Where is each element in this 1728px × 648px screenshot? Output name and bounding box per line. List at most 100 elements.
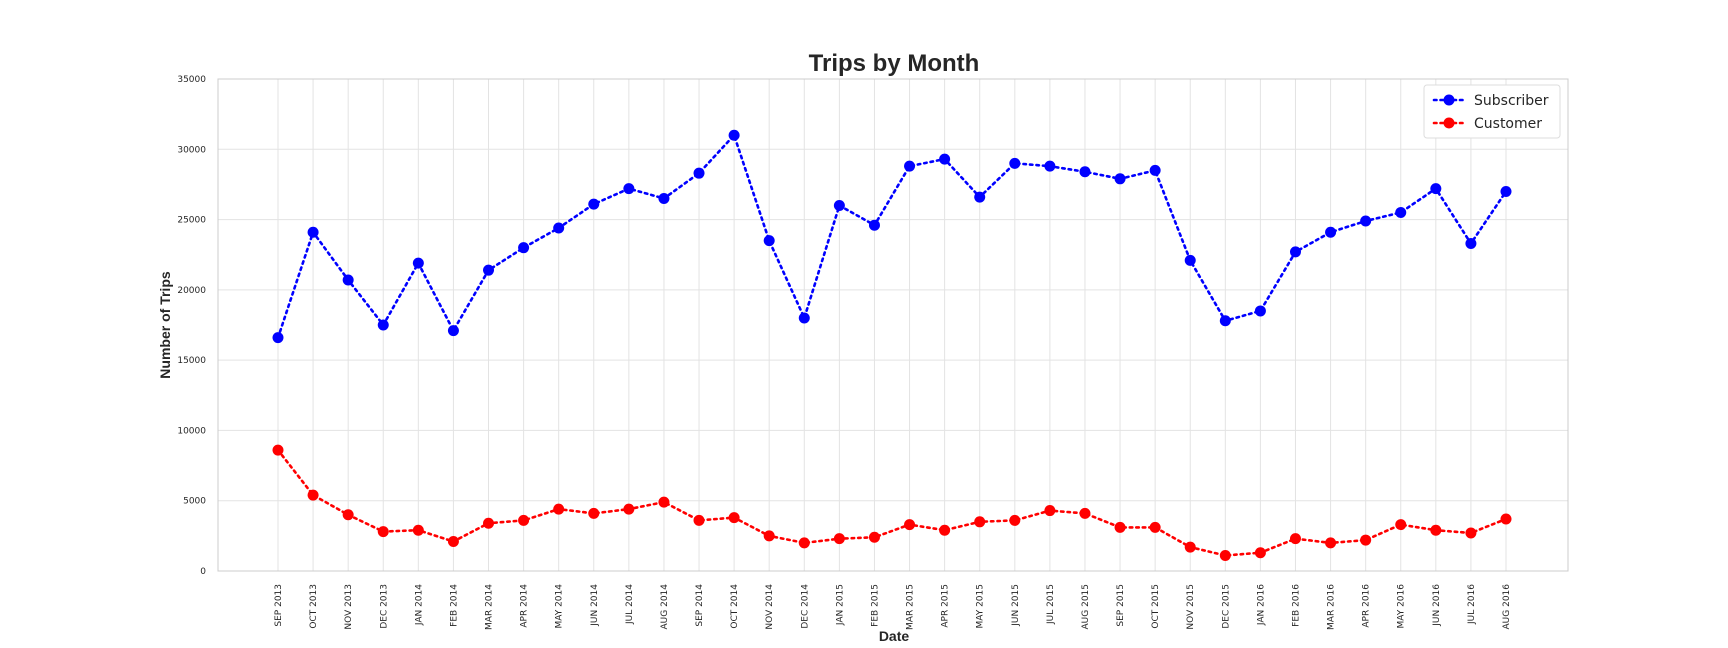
data-point [553, 503, 565, 515]
data-point [798, 312, 810, 324]
data-point [588, 198, 600, 210]
data-point [1079, 166, 1091, 178]
legend-box [1423, 84, 1561, 139]
data-point [728, 512, 740, 524]
x-tick-label: FEB 2015 [870, 584, 880, 627]
data-point [1044, 160, 1056, 172]
x-tick-label: AUG 2016 [1502, 584, 1512, 630]
data-point [728, 129, 740, 141]
y-tick-label: 5000 [183, 497, 206, 507]
data-point [974, 516, 986, 528]
legend-marker [1443, 94, 1455, 106]
data-point [1500, 513, 1512, 525]
data-point [1360, 215, 1372, 227]
data-point [447, 325, 459, 337]
x-tick-label: DEC 2014 [800, 584, 810, 629]
data-point [1289, 533, 1301, 545]
x-tick-label: OCT 2015 [1151, 584, 1161, 629]
data-point [483, 517, 495, 529]
x-tick-label: OCT 2013 [309, 584, 319, 629]
data-point [904, 519, 916, 531]
data-point [307, 489, 319, 501]
data-point [868, 531, 880, 543]
data-point [693, 514, 705, 526]
data-point [1465, 237, 1477, 249]
legend-entry: Customer [1432, 116, 1542, 132]
x-tick-label: NOV 2015 [1186, 584, 1196, 630]
x-tick-label: JAN 2014 [414, 584, 424, 626]
data-point [307, 226, 319, 238]
y-tick-label: 20000 [177, 286, 206, 296]
plot-frame [217, 78, 1569, 572]
data-point [518, 514, 530, 526]
legend-label: Customer [1474, 116, 1542, 132]
chart-title: Trips by Month [809, 50, 980, 77]
series-line [276, 132, 1508, 340]
x-tick-label: DEC 2013 [379, 584, 389, 629]
x-tick-label: APR 2015 [941, 584, 951, 628]
x-tick-label: SEP 2014 [695, 584, 705, 627]
x-tick-label: MAR 2015 [906, 584, 916, 630]
x-tick-label: MAR 2016 [1327, 584, 1337, 630]
x-tick-label: AUG 2015 [1081, 584, 1091, 629]
x-tick-label: JUN 2014 [590, 584, 600, 627]
x-tick-label: MAY 2015 [976, 584, 986, 629]
data-point [1044, 505, 1056, 517]
data-point [1430, 183, 1442, 195]
x-tick-label: SEP 2013 [274, 584, 284, 627]
y-tick-label: 30000 [177, 145, 206, 155]
legend-label: Subscriber [1474, 93, 1549, 109]
y-axis-label: Number of Trips [157, 271, 173, 379]
data-point [1184, 541, 1196, 553]
data-point [798, 537, 810, 549]
x-tick-label: SEP 2015 [1116, 584, 1126, 627]
data-point [483, 264, 495, 276]
x-tick-label: NOV 2013 [344, 584, 354, 630]
data-point [939, 524, 951, 536]
data-point [518, 242, 530, 254]
data-point [904, 160, 916, 172]
data-point [1254, 547, 1266, 559]
data-point [833, 200, 845, 212]
x-tick-label: FEB 2016 [1291, 584, 1301, 627]
data-point [1009, 514, 1021, 526]
y-tick-label: 10000 [177, 426, 206, 436]
data-point [763, 235, 775, 247]
data-point [623, 503, 635, 515]
y-tick-label: 35000 [177, 75, 206, 85]
series-layer [272, 129, 1512, 562]
data-point [588, 507, 600, 519]
data-point [272, 332, 284, 344]
data-point [868, 219, 880, 231]
y-tick-label: 15000 [177, 356, 206, 366]
data-point [658, 496, 670, 508]
data-point [1500, 185, 1512, 197]
legend: Subscriber Customer [1423, 84, 1561, 139]
data-point [1219, 315, 1231, 327]
data-point [1114, 173, 1126, 185]
x-tick-label: FEB 2014 [449, 584, 459, 627]
series-subscriber [272, 129, 1512, 344]
x-tick-labels: SEP 2013 OCT 2013 NOV 2013 DEC 2013 JAN 2014… [274, 584, 1512, 630]
data-point [1149, 521, 1161, 533]
data-point [1360, 534, 1372, 546]
series-customer [272, 444, 1512, 562]
data-point [412, 524, 424, 536]
x-tick-label: MAY 2014 [555, 584, 565, 629]
data-point [1079, 507, 1091, 519]
data-point [412, 257, 424, 269]
data-point [939, 153, 951, 165]
data-point [623, 183, 635, 195]
data-point [658, 192, 670, 204]
y-tick-label: 25000 [177, 216, 206, 226]
data-point [974, 191, 986, 203]
x-tick-label: APR 2016 [1362, 584, 1372, 628]
x-tick-label: AUG 2014 [660, 584, 670, 630]
x-axis-label: Date [879, 628, 910, 644]
series-line [276, 448, 1508, 557]
x-tick-label: JUL 2016 [1467, 584, 1477, 625]
data-point [1325, 226, 1337, 238]
x-tick-label: JUN 2016 [1432, 584, 1442, 627]
data-point [763, 530, 775, 542]
legend-marker [1443, 117, 1455, 129]
